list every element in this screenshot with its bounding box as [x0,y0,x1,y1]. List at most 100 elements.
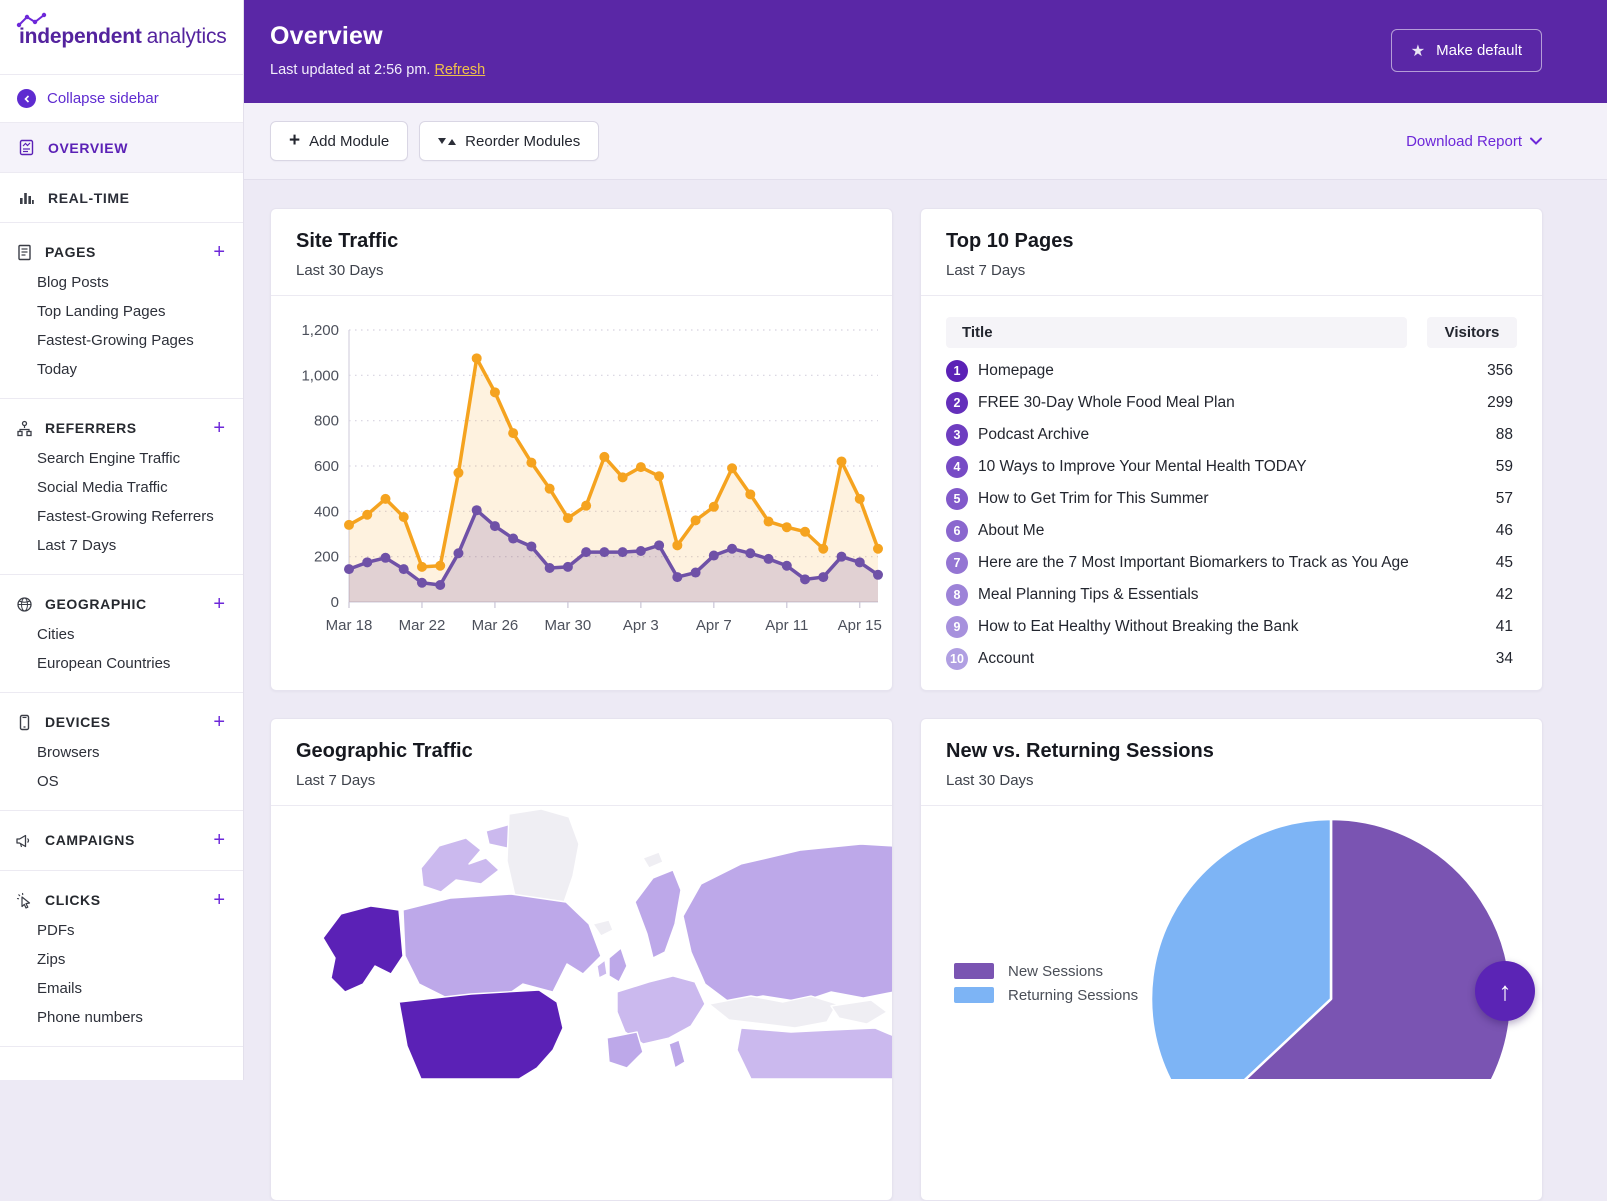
app-logo[interactable]: independent analytics [0,0,243,75]
svg-text:400: 400 [314,503,339,520]
reorder-modules-button[interactable]: Reorder Modules [419,121,600,161]
sessions-title: New vs. Returning Sessions [946,740,1214,762]
add-clicks-report-button[interactable]: + [213,889,225,911]
pie-legend: New Sessions Returning Sessions [954,959,1138,1007]
rank-badge: 1 [946,360,968,382]
add-module-button[interactable]: + Add Module [270,121,409,161]
page-title-cell[interactable]: Podcast Archive [978,426,1090,443]
sidebar-sections: PAGES + Blog Posts Top Landing Pages Fastest… [0,223,243,1047]
page-title-cell[interactable]: About Me [978,522,1045,539]
top-pages-card: Top 10 Pages Last 7 Days Title Visitors … [920,208,1543,691]
site-traffic-subtitle: Last 30 Days [296,262,384,279]
refresh-link[interactable]: Refresh [434,62,486,78]
table-row[interactable]: 9 How to Eat Healthy Without Breaking the… [946,611,1517,643]
site-traffic-line-chart: 0 200 400 600 800 1,000 1,200 Mar 18 Mar 22 Mar 2… [301,322,883,634]
sidebar-section-header-clicks[interactable]: CLICKS + [0,884,243,916]
rank-badge: 4 [946,456,968,478]
sidebar-item-european-countries[interactable]: European Countries [37,655,171,672]
rank-badge: 3 [946,424,968,446]
sidebar-section-geographic: GEOGRAPHIC + Cities European Countries [0,575,243,693]
add-referrers-report-button[interactable]: + [213,417,225,439]
page-title-cell[interactable]: FREE 30-Day Whole Food Meal Plan [978,394,1235,411]
download-report-button[interactable]: Download Report [1406,133,1542,150]
rank-badge: 7 [946,552,968,574]
add-pages-report-button[interactable]: + [213,241,225,263]
table-row[interactable]: 10 Account 34 [946,643,1517,675]
sidebar-item-pdfs[interactable]: PDFs [37,922,75,939]
sidebar-section-pages: PAGES + Blog Posts Top Landing Pages Fastest… [0,223,243,399]
legend-item-returning-sessions: Returning Sessions [954,983,1138,1007]
sidebar-item-search-engine-traffic[interactable]: Search Engine Traffic [37,450,181,467]
sidebar-item-blog-posts[interactable]: Blog Posts [37,274,109,291]
sidebar-section-campaigns: CAMPAIGNS + [0,811,243,871]
table-row[interactable]: 6 About Me 46 [946,515,1517,547]
new-sessions-label: New Sessions [1008,962,1104,980]
device-icon [15,714,33,731]
sidebar-item-social-media-traffic[interactable]: Social Media Traffic [37,479,168,496]
page-header: Overview Last updated at 2:56 pm. Refres… [243,0,1607,103]
sidebar-item-cities[interactable]: Cities [37,626,75,643]
page-title-cell[interactable]: Homepage [978,362,1054,379]
svg-text:Mar 18: Mar 18 [326,617,373,634]
table-row[interactable]: 8 Meal Planning Tips & Essentials 42 [946,579,1517,611]
sidebar-item-fastest-growing-pages[interactable]: Fastest-Growing Pages [37,332,194,349]
svg-text:Apr 15: Apr 15 [838,617,882,634]
rank-badge: 2 [946,392,968,414]
sidebar-section-header-pages[interactable]: PAGES + [0,236,243,268]
sidebar-item-zips[interactable]: Zips [37,951,66,968]
sidebar-item-real-time[interactable]: REAL-TIME [0,173,243,223]
world-choropleth-map [322,808,892,1079]
collapse-sidebar-button[interactable]: Collapse sidebar [0,75,243,123]
table-row[interactable]: 1 Homepage 356 [946,355,1517,387]
sidebar-item-overview[interactable]: OVERVIEW [0,123,243,173]
sidebar-item-last-7-days[interactable]: Last 7 Days [37,537,117,554]
top-pages-title: Top 10 Pages [946,230,1074,252]
sidebar-item-today[interactable]: Today [37,361,78,378]
table-row[interactable]: 5 How to Get Trim for This Summer 57 [946,483,1517,515]
sidebar-item-browsers[interactable]: Browsers [37,744,100,761]
sidebar-section-header-geographic[interactable]: GEOGRAPHIC + [0,588,243,620]
table-row[interactable]: 2 FREE 30-Day Whole Food Meal Plan 299 [946,387,1517,419]
sidebar-section-header-campaigns[interactable]: CAMPAIGNS + [0,824,243,856]
sidebar-item-top-landing-pages[interactable]: Top Landing Pages [37,303,166,320]
page-title-cell[interactable]: Here are the 7 Most Important Biomarkers… [978,554,1409,571]
column-header-visitors[interactable]: Visitors [1427,317,1517,348]
visitors-cell: 42 [1495,586,1513,603]
sidebar-item-phone-numbers[interactable]: Phone numbers [37,1009,143,1026]
reorder-icon [438,137,457,145]
table-row[interactable]: 4 10 Ways to Improve Your Mental Health T… [946,451,1517,483]
sidebar-section-header-referrers[interactable]: REFERRERS + [0,412,243,444]
page-title-cell[interactable]: Account [978,650,1035,667]
sidebar-section-referrers: REFERRERS + Search Engine Traffic Social Me… [0,399,243,575]
scroll-to-top-button[interactable]: ↑ [1475,961,1535,1021]
sidebar-section-header-devices[interactable]: DEVICES + [0,706,243,738]
visitors-cell: 88 [1495,426,1513,443]
add-campaigns-report-button[interactable]: + [213,829,225,851]
make-default-button[interactable]: ★ Make default [1390,29,1542,72]
svg-text:Mar 30: Mar 30 [545,617,592,634]
page-title-cell[interactable]: How to Eat Healthy Without Breaking the … [978,618,1299,635]
sidebar: independent analytics Collapse sidebar OV… [0,0,244,1080]
visitors-cell: 299 [1487,394,1513,411]
rank-badge: 6 [946,520,968,542]
add-geographic-report-button[interactable]: + [213,593,225,615]
site-traffic-card: Site Traffic Last 30 Days 0 200 400 600 800 1… [270,208,893,691]
table-row[interactable]: 3 Podcast Archive 88 [946,419,1517,451]
visitors-cell: 34 [1495,650,1513,667]
add-devices-report-button[interactable]: + [213,711,225,733]
cursor-icon [15,892,33,909]
table-row[interactable]: 7 Here are the 7 Most Important Biomarker… [946,547,1517,579]
top-pages-table: Title Visitors 1 Homepage 356 2 FREE 30-Day … [921,296,1542,675]
page-title-cell[interactable]: 10 Ways to Improve Your Mental Health TO… [978,458,1307,475]
sidebar-item-os[interactable]: OS [37,773,59,790]
sidebar-item-emails[interactable]: Emails [37,980,83,997]
rank-badge: 5 [946,488,968,510]
page-title-cell[interactable]: How to Get Trim for This Summer [978,490,1209,507]
sidebar-item-fastest-growing-referrers[interactable]: Fastest-Growing Referrers [37,508,214,525]
visitors-cell: 356 [1487,362,1513,379]
column-header-title[interactable]: Title [946,317,1407,348]
page-title-cell[interactable]: Meal Planning Tips & Essentials [978,586,1199,603]
download-report-label: Download Report [1406,132,1522,150]
svg-text:Mar 22: Mar 22 [399,617,446,634]
last-updated-text: Last updated at 2:56 pm. Refresh [270,62,485,78]
